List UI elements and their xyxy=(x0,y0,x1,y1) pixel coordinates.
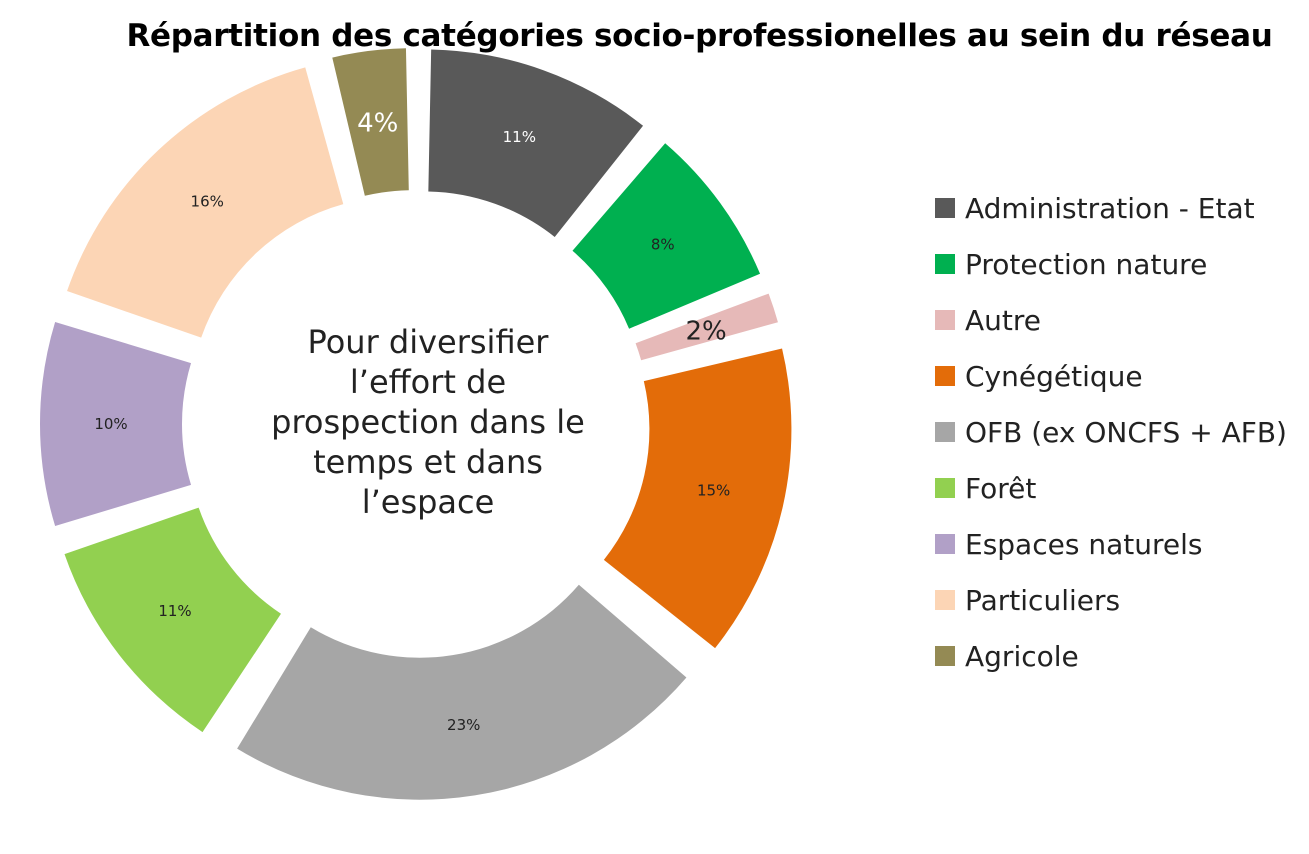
center-text-line: l’espace xyxy=(361,483,495,521)
legend-swatch xyxy=(935,310,955,330)
legend-label: Agricole xyxy=(965,639,1079,673)
slice-value-label: 2% xyxy=(685,317,726,347)
legend-label: Cynégétique xyxy=(965,359,1143,393)
legend-label: Protection nature xyxy=(965,247,1208,281)
donut-slice xyxy=(603,348,792,649)
chart-title: Répartition des catégories socio-profess… xyxy=(126,18,1273,54)
legend-item: Cynégétique xyxy=(935,348,1287,404)
legend-item: Administration - Etat xyxy=(935,180,1287,236)
slice-value-label: 11% xyxy=(503,128,536,146)
legend-swatch xyxy=(935,198,955,218)
slice-value-label: 15% xyxy=(697,482,730,500)
legend-swatch xyxy=(935,646,955,666)
legend-swatch xyxy=(935,590,955,610)
slice-value-label: 4% xyxy=(357,108,398,138)
legend-swatch xyxy=(935,534,955,554)
center-text-line: l’effort de xyxy=(349,363,507,401)
legend-item: Agricole xyxy=(935,628,1287,684)
slice-value-label: 16% xyxy=(191,193,224,211)
legend-label: OFB (ex ONCFS + AFB) xyxy=(965,415,1287,449)
legend-label: Autre xyxy=(965,303,1042,337)
slice-value-label: 23% xyxy=(447,716,480,734)
legend-label: Administration - Etat xyxy=(965,191,1255,225)
slice-value-label: 8% xyxy=(651,236,675,254)
legend-swatch xyxy=(935,422,955,442)
donut-center-text: Pour diversifier l’effort de prospection… xyxy=(228,322,628,522)
legend-swatch xyxy=(935,254,955,274)
chart-legend: Administration - Etat Protection nature Au… xyxy=(935,180,1287,684)
legend-label: Espaces naturels xyxy=(965,527,1203,561)
donut-slice xyxy=(237,584,687,800)
donut-slice xyxy=(67,67,344,338)
legend-item: Protection nature xyxy=(935,236,1287,292)
legend-item: Forêt xyxy=(935,460,1287,516)
donut-slice xyxy=(428,49,644,237)
donut-slice xyxy=(332,48,409,196)
center-text-line: prospection dans le xyxy=(271,403,585,441)
donut-slice xyxy=(39,321,192,527)
legend-label: Forêt xyxy=(965,471,1037,505)
center-text-line: Pour diversifier xyxy=(307,323,549,361)
slice-value-label: 11% xyxy=(158,602,191,620)
legend-item: Particuliers xyxy=(935,572,1287,628)
legend-item: Autre xyxy=(935,292,1287,348)
donut-slice xyxy=(635,293,778,361)
donut-slice xyxy=(64,507,281,733)
legend-swatch xyxy=(935,478,955,498)
center-text-line: temps et dans xyxy=(313,443,543,481)
legend-label: Particuliers xyxy=(965,583,1121,617)
legend-swatch xyxy=(935,366,955,386)
slice-value-label: 10% xyxy=(94,415,127,433)
donut-slice xyxy=(572,143,761,329)
legend-item: Espaces naturels xyxy=(935,516,1287,572)
legend-item: OFB (ex ONCFS + AFB) xyxy=(935,404,1287,460)
